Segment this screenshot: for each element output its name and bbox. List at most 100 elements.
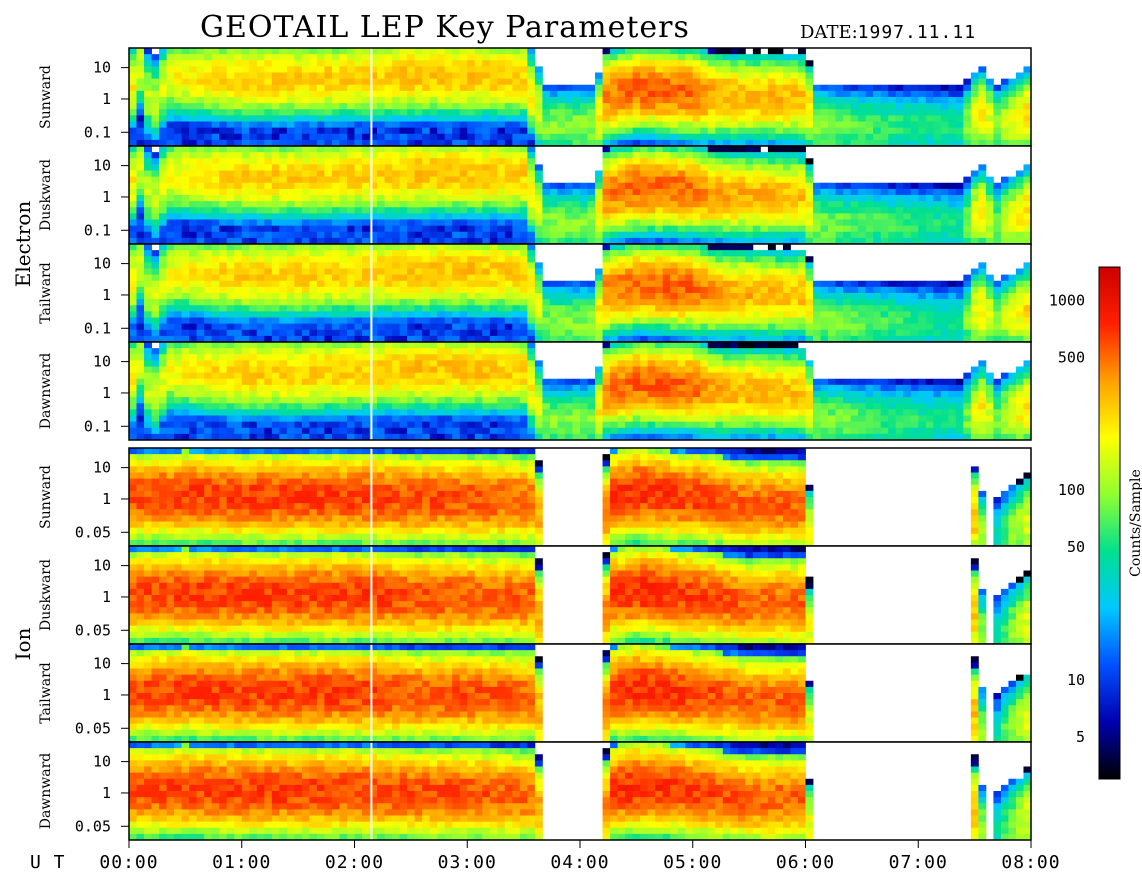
heatmap-cell	[489, 225, 498, 233]
heatmap-cell	[737, 311, 746, 318]
heatmap-cell	[256, 54, 265, 61]
heatmap-cell	[873, 195, 882, 202]
heatmap-cell	[970, 176, 979, 184]
heatmap-cell	[978, 97, 987, 104]
heatmap-cell	[369, 139, 378, 147]
heatmap-cell	[129, 268, 137, 276]
heatmap-cell	[159, 213, 167, 220]
heatmap-cell	[452, 170, 461, 178]
heatmap-cell	[617, 329, 626, 337]
heatmap-cell	[226, 256, 235, 263]
heatmap-cell	[174, 311, 183, 318]
heatmap-cell	[452, 237, 461, 245]
heatmap-cell	[1015, 72, 1024, 80]
heatmap-cell	[617, 262, 626, 269]
heatmap-cell	[880, 305, 889, 312]
heatmap-cell	[587, 127, 596, 135]
heatmap-cell	[286, 84, 295, 92]
heatmap-cell	[377, 84, 385, 92]
heatmap-cell	[572, 207, 581, 214]
heatmap-cell	[730, 237, 739, 245]
heatmap-cell	[549, 317, 558, 325]
heatmap-cell	[166, 84, 175, 92]
heatmap-cell	[557, 109, 566, 116]
heatmap-cell	[519, 250, 528, 257]
heatmap-cell	[730, 225, 739, 233]
heatmap-cell	[918, 139, 927, 147]
heatmap-cell	[602, 139, 611, 147]
heatmap-cell	[549, 90, 558, 98]
heatmap-cell	[482, 97, 491, 104]
heatmap-cell	[820, 97, 829, 104]
heatmap-cell	[677, 329, 686, 337]
heatmap-cell	[519, 54, 528, 61]
heatmap-cell	[797, 299, 806, 306]
heatmap-cell	[512, 164, 521, 171]
heatmap-cell	[309, 133, 318, 141]
heatmap-cell	[316, 170, 325, 178]
heatmap-cell	[204, 182, 213, 190]
heatmap-cell	[249, 97, 258, 104]
heatmap-cell	[722, 299, 731, 306]
heatmap-cell	[617, 170, 626, 178]
heatmap-cell	[166, 323, 175, 331]
heatmap-cell	[858, 237, 867, 245]
heatmap-cell	[219, 48, 228, 55]
heatmap-cell	[843, 311, 851, 318]
heatmap-cell	[189, 97, 198, 104]
heatmap-cell	[362, 219, 370, 227]
heatmap-cell	[189, 293, 198, 300]
heatmap-cell	[873, 299, 882, 306]
heatmap-cell	[512, 115, 521, 122]
heatmap-cell	[1023, 121, 1032, 129]
heatmap-cell	[301, 48, 310, 55]
heatmap-cell	[647, 299, 656, 306]
heatmap-cell	[692, 152, 701, 159]
heatmap-cell	[722, 78, 731, 86]
heatmap-cell	[144, 121, 152, 129]
heatmap-cell	[730, 329, 739, 337]
heatmap-cell	[752, 152, 761, 159]
heatmap-cell	[429, 188, 438, 196]
heatmap-cell	[241, 231, 250, 239]
heatmap-cell	[903, 182, 912, 190]
heatmap-cell	[339, 109, 348, 116]
heatmap-cell	[346, 78, 355, 86]
heatmap-cell	[459, 152, 468, 159]
heatmap-cell	[828, 109, 836, 116]
heatmap-cell	[610, 256, 618, 263]
heatmap-cell	[527, 335, 536, 343]
heatmap-cell	[903, 115, 912, 122]
heatmap-cell	[362, 231, 370, 239]
heatmap-cell	[354, 274, 363, 282]
heatmap-cell	[790, 170, 799, 178]
heatmap-cell	[873, 133, 882, 141]
heatmap-cell	[572, 293, 581, 300]
heatmap-cell	[692, 262, 701, 269]
heatmap-cell	[700, 237, 709, 245]
heatmap-cell	[722, 188, 731, 196]
heatmap-cell	[144, 219, 152, 227]
heatmap-cell	[264, 84, 273, 92]
heatmap-cell	[737, 78, 746, 86]
heatmap-cell	[865, 305, 874, 312]
heatmap-cell	[489, 195, 498, 202]
heatmap-cell	[655, 286, 664, 294]
heatmap-cell	[963, 231, 972, 239]
heatmap-cell	[256, 311, 265, 318]
heatmap-cell	[767, 78, 776, 86]
heatmap-cell	[497, 127, 506, 135]
heatmap-cell	[301, 139, 310, 147]
heatmap-cell	[640, 48, 649, 55]
heatmap-cell	[444, 311, 453, 318]
heatmap-cell	[737, 268, 746, 276]
heatmap-cell	[865, 133, 874, 141]
heatmap-cell	[910, 182, 919, 190]
heatmap-cell	[174, 139, 183, 147]
heatmap-cell	[384, 146, 393, 153]
heatmap-cell	[414, 48, 423, 55]
heatmap-cell	[790, 329, 799, 337]
heatmap-cell	[775, 170, 784, 178]
heatmap-cell	[873, 219, 882, 227]
heatmap-cell	[489, 60, 498, 67]
